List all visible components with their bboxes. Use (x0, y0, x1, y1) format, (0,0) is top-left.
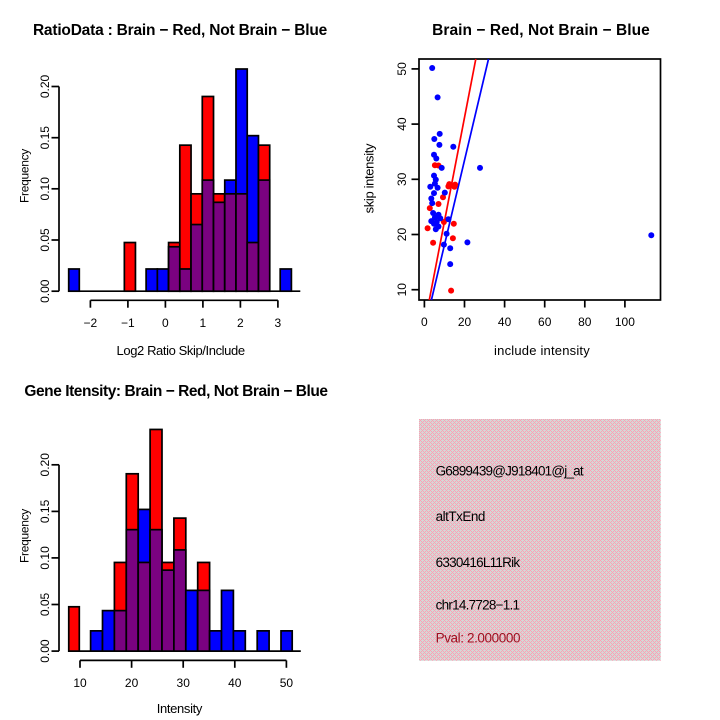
svg-text:6330416L11Rik: 6330416L11Rik (436, 555, 521, 570)
svg-text:50: 50 (395, 62, 409, 76)
svg-text:10: 10 (73, 676, 87, 690)
svg-text:RatioData : Brain − Red, Not B: RatioData : Brain − Red, Not Brain − Blu… (33, 22, 328, 39)
svg-text:20: 20 (125, 676, 139, 690)
svg-text:0.10: 0.10 (38, 177, 52, 201)
svg-text:Gene Itensity: Brain − Red, No: Gene Itensity: Brain − Red, Not Brain − … (24, 383, 328, 400)
svg-text:80: 80 (578, 315, 592, 329)
svg-text:60: 60 (538, 315, 552, 329)
svg-text:0.00: 0.00 (38, 639, 52, 663)
svg-text:−2: −2 (84, 316, 98, 330)
svg-text:0.20: 0.20 (38, 74, 52, 98)
svg-text:40: 40 (395, 117, 409, 131)
svg-text:0.10: 0.10 (38, 546, 52, 570)
svg-text:Frequency: Frequency (18, 509, 32, 563)
svg-text:0.05: 0.05 (38, 228, 52, 252)
svg-text:2: 2 (237, 316, 244, 330)
svg-text:include intensity: include intensity (494, 343, 590, 358)
svg-text:40: 40 (228, 676, 242, 690)
svg-text:0: 0 (162, 316, 169, 330)
svg-text:G6899439@J918401@j_at: G6899439@J918401@j_at (436, 464, 584, 479)
svg-text:3: 3 (275, 316, 282, 330)
svg-text:50: 50 (280, 676, 294, 690)
svg-text:0: 0 (421, 315, 428, 329)
svg-text:0.15: 0.15 (38, 126, 52, 150)
svg-text:−1: −1 (121, 316, 135, 330)
svg-text:1: 1 (200, 316, 207, 330)
svg-text:altTxEnd: altTxEnd (436, 509, 485, 524)
svg-text:0.15: 0.15 (38, 499, 52, 523)
svg-text:20: 20 (458, 315, 472, 329)
svg-text:Log2 Ratio Skip/Include: Log2 Ratio Skip/Include (117, 343, 245, 358)
svg-text:Intensity: Intensity (157, 701, 203, 716)
svg-text:Frequency: Frequency (18, 149, 32, 203)
svg-text:10: 10 (395, 283, 409, 297)
svg-text:20: 20 (395, 228, 409, 242)
svg-text:30: 30 (177, 676, 191, 690)
svg-text:0.05: 0.05 (38, 592, 52, 616)
svg-text:Pval: 2.000000: Pval: 2.000000 (436, 630, 520, 645)
svg-text:40: 40 (498, 315, 512, 329)
svg-text:skip intensity: skip intensity (361, 143, 376, 213)
svg-text:chr14.7728−1.1: chr14.7728−1.1 (436, 598, 520, 613)
svg-text:0.20: 0.20 (38, 453, 52, 477)
svg-text:Brain − Red, Not Brain − Blue: Brain − Red, Not Brain − Blue (432, 22, 650, 39)
svg-text:100: 100 (615, 315, 635, 329)
svg-text:30: 30 (395, 172, 409, 186)
svg-text:0.00: 0.00 (38, 279, 52, 303)
